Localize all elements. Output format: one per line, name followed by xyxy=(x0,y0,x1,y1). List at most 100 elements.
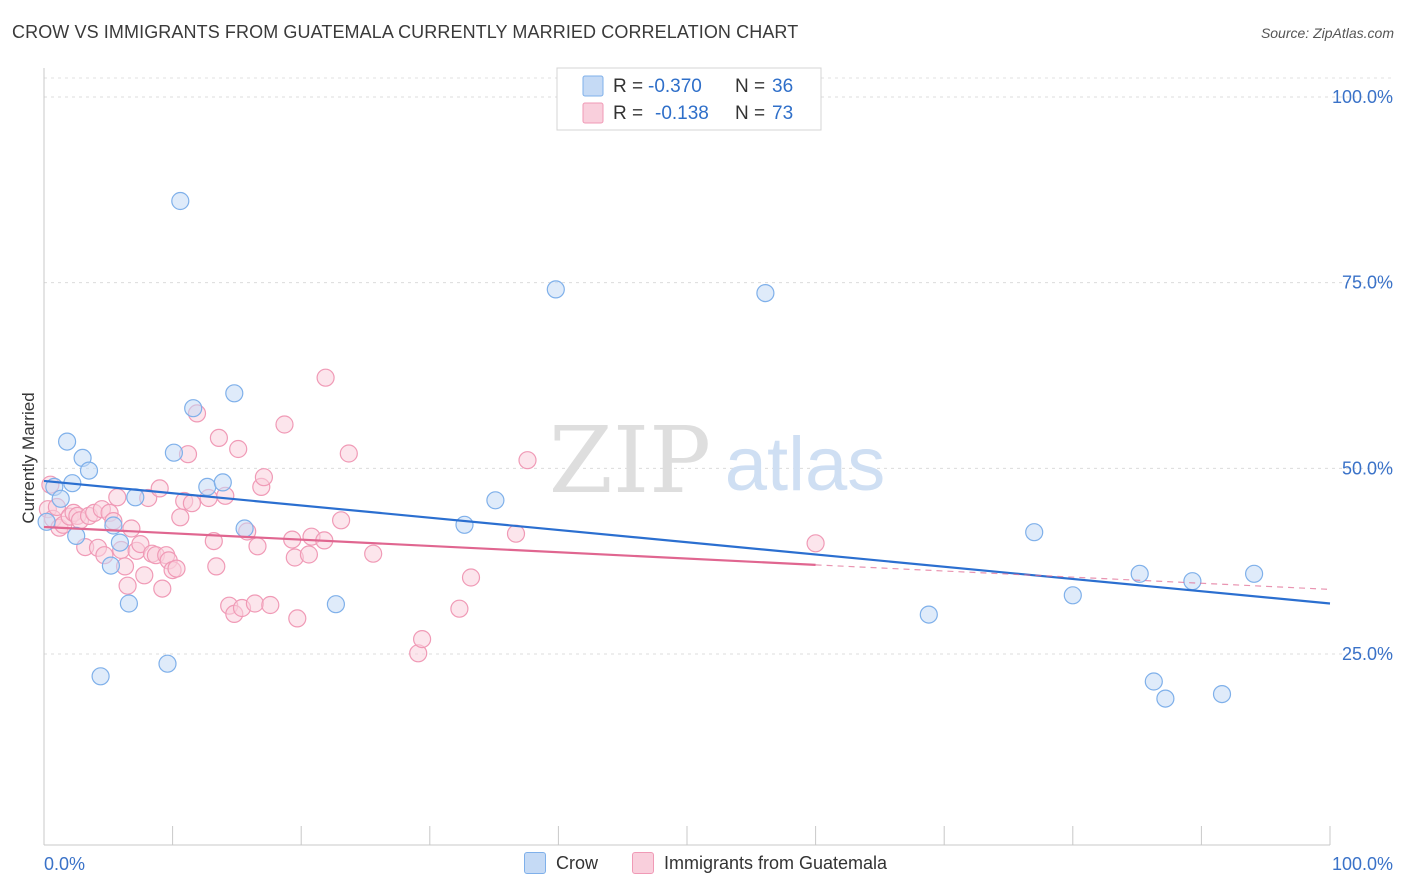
legend-label-guatemala: Immigrants from Guatemala xyxy=(664,852,888,873)
point-guatemala xyxy=(288,609,307,628)
source-label: Source: ZipAtlas.com xyxy=(1260,25,1394,41)
point-guatemala xyxy=(135,566,154,585)
x-tick-labels: 0.0% 100.0% xyxy=(44,854,1393,874)
point-crow xyxy=(486,491,505,510)
x-tick-label-right: 100.0% xyxy=(1332,854,1393,874)
point-crow xyxy=(101,556,121,575)
point-crow xyxy=(756,284,775,303)
point-crow xyxy=(455,515,474,534)
point-crow xyxy=(119,594,138,613)
point-crow xyxy=(158,654,177,673)
point-guatemala xyxy=(150,479,169,498)
watermark-atlas: atlas xyxy=(725,422,886,507)
legend-swatch-guatemala xyxy=(582,102,604,124)
point-crow xyxy=(213,473,232,492)
legend-item-guatemala[interactable]: Immigrants from Guatemala xyxy=(632,852,887,874)
point-crow xyxy=(1156,689,1175,708)
watermark: ZIP atlas xyxy=(549,407,885,514)
point-crow xyxy=(184,399,203,418)
watermark-zip: ZIP xyxy=(549,407,711,514)
point-guatemala xyxy=(364,544,383,563)
point-guatemala xyxy=(413,629,432,649)
legend-n-label-guatemala: N = xyxy=(735,103,765,124)
legend-n-value-crow: 36 xyxy=(772,76,793,97)
trendlines xyxy=(43,479,1331,605)
legend-n-value-guatemala: 73 xyxy=(772,103,793,124)
point-guatemala xyxy=(518,451,537,470)
point-crow xyxy=(546,280,565,299)
point-crow xyxy=(235,519,254,538)
point-guatemala xyxy=(245,594,264,613)
data-points xyxy=(37,191,1264,708)
point-guatemala xyxy=(316,368,335,387)
legend-swatch-guatemala-bottom xyxy=(632,852,654,874)
point-guatemala xyxy=(171,508,190,527)
point-guatemala xyxy=(118,576,137,595)
point-guatemala xyxy=(182,494,201,513)
point-crow xyxy=(1144,672,1163,691)
point-crow xyxy=(919,605,938,624)
y-axis-label: Currently Married xyxy=(19,392,38,523)
point-crow xyxy=(1025,523,1044,542)
y-tick-label: 100.0% xyxy=(1332,87,1393,107)
legend-swatch-crow-bottom xyxy=(524,852,546,874)
legend-swatch-crow xyxy=(582,75,604,97)
point-guatemala xyxy=(108,488,127,507)
point-guatemala xyxy=(506,524,526,543)
trendline-guatemala xyxy=(43,525,816,566)
legend-r-value-guatemala: -0.138 xyxy=(655,103,709,124)
point-crow xyxy=(1130,564,1149,583)
point-crow xyxy=(1244,564,1264,583)
point-guatemala xyxy=(261,595,280,615)
point-crow xyxy=(198,477,217,496)
y-tick-label: 75.0% xyxy=(1342,273,1393,293)
y-tick-labels: 25.0% 50.0% 75.0% 100.0% xyxy=(1332,87,1393,664)
point-guatemala xyxy=(122,519,141,538)
point-crow xyxy=(326,595,345,614)
point-guatemala xyxy=(461,568,481,587)
point-crow xyxy=(126,488,145,507)
point-crow xyxy=(164,443,183,462)
point-guatemala xyxy=(209,428,228,447)
y-tick-label: 50.0% xyxy=(1342,458,1393,478)
point-guatemala xyxy=(450,599,469,618)
point-crow xyxy=(225,384,244,403)
legend-item-crow[interactable]: Crow xyxy=(524,852,598,874)
legend-r-value-crow: -0.370 xyxy=(648,76,702,97)
legend-stats: R = -0.370 N = 36 R = -0.138 N = 73 xyxy=(556,67,822,131)
point-guatemala xyxy=(254,468,273,487)
axes xyxy=(43,68,1331,846)
point-guatemala xyxy=(299,545,318,564)
point-guatemala xyxy=(275,415,294,434)
point-crow xyxy=(1212,684,1232,704)
point-guatemala xyxy=(248,537,267,556)
point-crow xyxy=(37,512,56,531)
point-crow xyxy=(67,526,86,546)
point-guatemala xyxy=(207,557,226,576)
point-crow xyxy=(91,667,110,686)
legend-bottom: Crow Immigrants from Guatemala xyxy=(0,850,1406,880)
legend-r-label-crow: R = xyxy=(613,76,643,97)
point-crow xyxy=(1063,586,1082,605)
legend-n-label-crow: N = xyxy=(735,76,765,97)
point-crow xyxy=(79,461,99,480)
legend-r-label-guatemala: R = xyxy=(613,103,643,124)
point-guatemala xyxy=(153,579,172,598)
point-guatemala xyxy=(339,444,358,463)
chart-title: CROW VS IMMIGRANTS FROM GUATEMALA CURREN… xyxy=(12,22,799,42)
point-crow xyxy=(1183,572,1202,591)
point-guatemala xyxy=(229,439,248,459)
point-guatemala xyxy=(204,531,223,551)
x-tick-label-left: 0.0% xyxy=(44,854,85,874)
gridlines xyxy=(44,77,1393,655)
point-crow xyxy=(110,533,130,552)
point-guatemala xyxy=(167,559,186,578)
legend-label-crow: Crow xyxy=(556,852,599,873)
trendline-crow xyxy=(43,479,1331,605)
point-crow xyxy=(171,191,190,211)
point-crow xyxy=(51,489,70,508)
point-guatemala xyxy=(806,534,825,553)
point-crow xyxy=(57,432,77,451)
trendline-extension-guatemala xyxy=(815,564,1331,590)
